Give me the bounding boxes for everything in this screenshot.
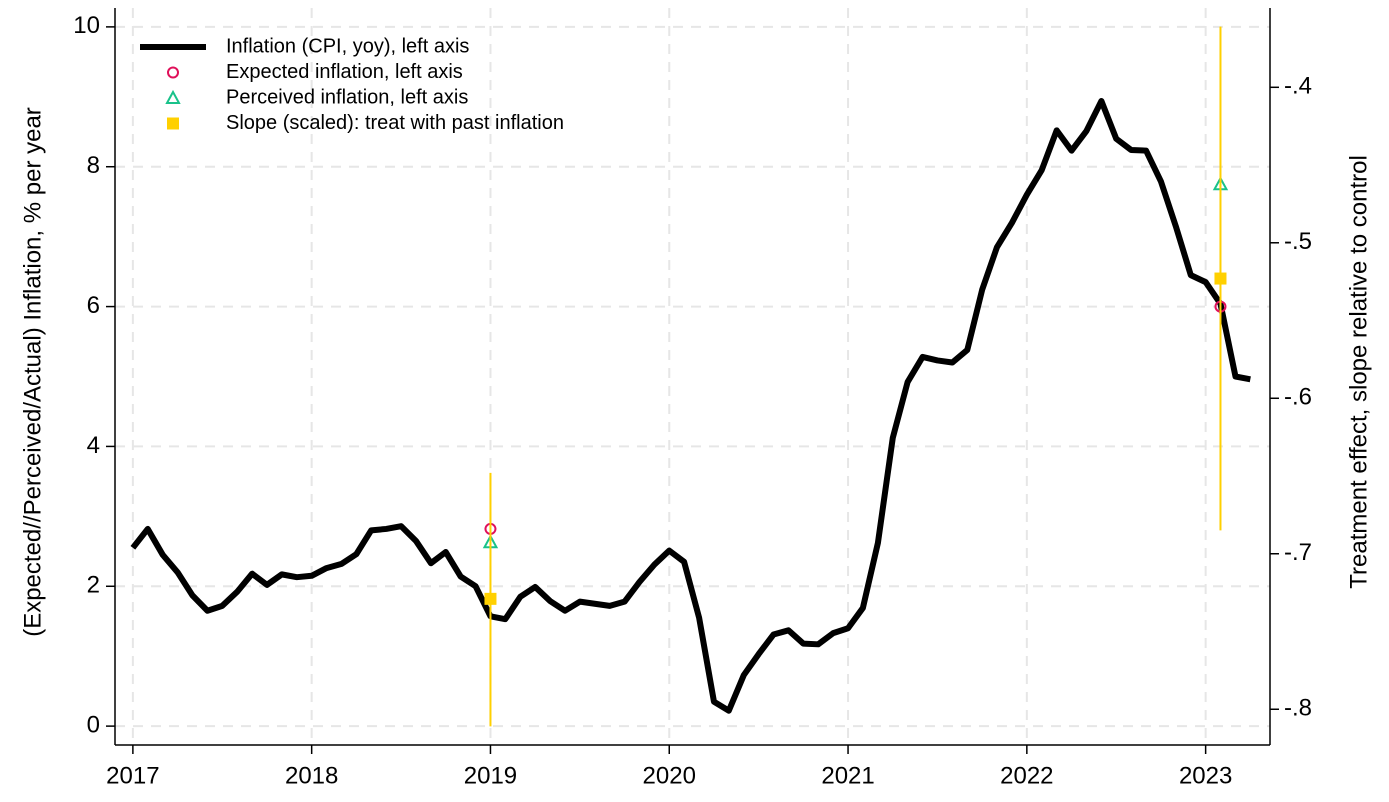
y2-tick-label: -.4 [1284, 73, 1312, 100]
y2-tick-label: -.7 [1284, 539, 1312, 566]
x-tick-label: 2019 [464, 762, 517, 789]
legend-label: Slope (scaled): treat with past inflatio… [226, 112, 564, 134]
y2-tick-label: -.5 [1284, 228, 1312, 255]
x-tick-label: 2017 [106, 762, 159, 789]
legend-swatch [167, 117, 179, 130]
marker [484, 592, 497, 605]
legend-swatch [165, 89, 181, 104]
x-tick-label: 2021 [821, 762, 874, 789]
legend-label: Inflation (CPI, yoy), left axis [226, 35, 469, 57]
y-tick-label: 10 [73, 12, 100, 39]
y-tick-label: 2 [87, 572, 100, 599]
legend-swatch [167, 66, 179, 79]
x-tick-label: 2023 [1179, 762, 1232, 789]
y-tick-label: 0 [87, 711, 100, 738]
y-tick-label: 6 [87, 292, 100, 319]
marker [1214, 272, 1227, 285]
y2-tick-label: -.6 [1284, 384, 1312, 411]
y2-tick-label: -.8 [1284, 695, 1312, 722]
legend-label: Perceived inflation, left axis [226, 86, 468, 108]
x-tick-label: 2022 [1000, 762, 1053, 789]
x-tick-label: 2020 [643, 762, 696, 789]
y-tick-label: 4 [87, 432, 100, 459]
legend-label: Expected inflation, left axis [226, 61, 463, 83]
y-axis-label: (Expected//Perceived/Actual) Inflation, … [19, 107, 46, 637]
line [130, 97, 1251, 714]
y2-axis-label: Treatment effect, slope relative to cont… [1345, 155, 1372, 589]
y-tick-label: 8 [87, 152, 100, 179]
x-tick-label: 2018 [285, 762, 338, 789]
